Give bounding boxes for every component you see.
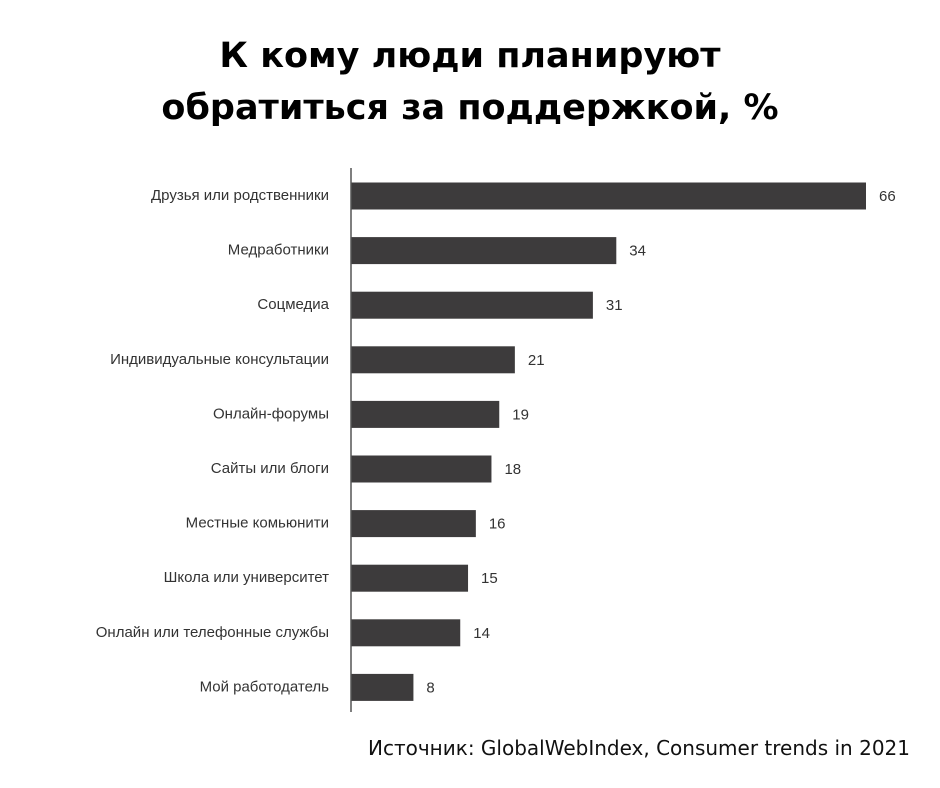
bar — [351, 673, 414, 701]
value-label: 16 — [489, 516, 506, 533]
category-label: Друзья или родственники — [151, 187, 329, 204]
chart-title-line-2: обратиться за поддержкой, % — [161, 88, 779, 128]
bar — [351, 291, 593, 319]
category-labels: Друзья или родственники Медработники Соцме… — [96, 187, 330, 695]
bars — [351, 182, 866, 701]
category-label: Медработники — [228, 242, 329, 259]
bar — [351, 564, 469, 592]
value-label: 34 — [629, 243, 646, 260]
bar — [351, 400, 500, 428]
category-label: Онлайн-форумы — [213, 405, 329, 422]
value-label: 15 — [481, 570, 498, 587]
chart-title-line-1: К кому люди планируют — [219, 36, 721, 76]
category-label: Сайты или блоги — [211, 460, 329, 477]
chart-title: К кому люди планируют обратиться за подд… — [0, 30, 940, 134]
bar — [351, 182, 866, 210]
value-label: 31 — [606, 297, 623, 314]
bar — [351, 619, 461, 647]
value-label: 21 — [528, 352, 545, 369]
bar — [351, 237, 617, 265]
value-labels: 66 34 31 21 19 18 16 15 14 8 — [426, 188, 895, 696]
value-label: 14 — [473, 625, 490, 642]
category-label: Школа или университет — [164, 569, 330, 586]
value-label: 19 — [512, 406, 529, 423]
value-label: 18 — [504, 461, 521, 478]
category-label: Мой работодатель — [200, 678, 330, 695]
bar — [351, 510, 476, 538]
value-label: 66 — [879, 188, 896, 205]
category-label: Онлайн или телефонные службы — [96, 624, 329, 641]
bar — [351, 346, 515, 374]
bar — [351, 455, 492, 483]
source-note: Источник: GlobalWebIndex, Consumer trend… — [368, 736, 910, 760]
category-label: Индивидуальные консультации — [110, 351, 329, 368]
category-label: Соцмедиа — [257, 296, 329, 313]
category-label: Местные комьюнити — [186, 515, 329, 532]
value-label: 8 — [426, 679, 434, 696]
